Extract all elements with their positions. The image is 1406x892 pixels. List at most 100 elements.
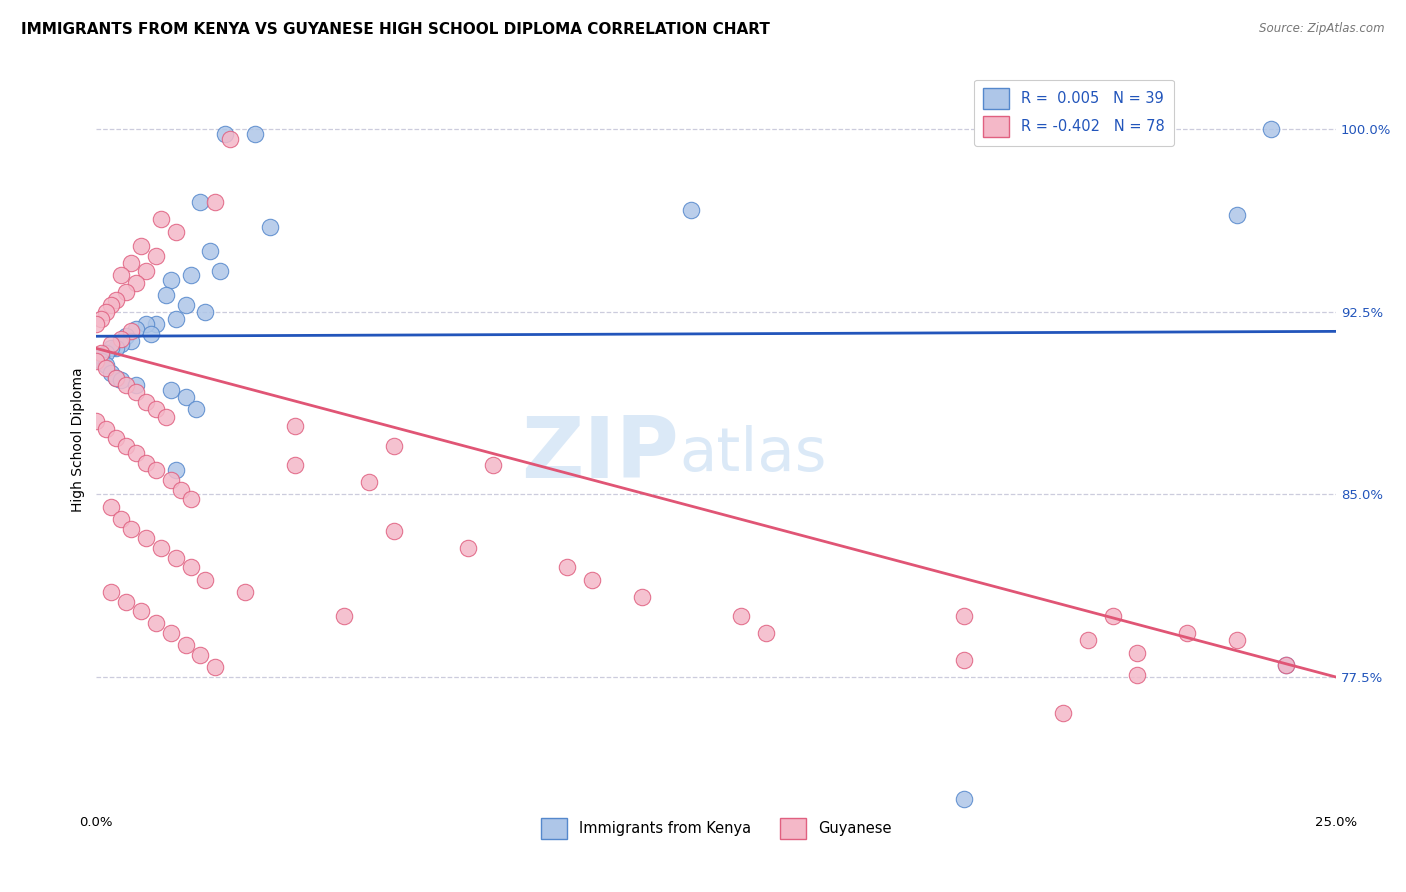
- Point: [96, 422, 118, 436]
- Point: [243, 127, 266, 141]
- Point: [630, 590, 652, 604]
- Point: [1175, 626, 1198, 640]
- Legend: Immigrants from Kenya, Guyanese: Immigrants from Kenya, Guyanese: [534, 812, 897, 845]
- Point: [1226, 633, 1249, 648]
- Point: [165, 463, 187, 477]
- Point: [135, 531, 157, 545]
- Point: [120, 256, 142, 270]
- Point: [100, 500, 122, 514]
- Point: [129, 239, 152, 253]
- Point: [190, 648, 212, 662]
- Point: [681, 202, 703, 217]
- Point: [953, 609, 976, 624]
- Point: [100, 297, 122, 311]
- Point: [139, 326, 162, 341]
- Point: [149, 212, 172, 227]
- Point: [1077, 633, 1099, 648]
- Point: [159, 626, 181, 640]
- Point: [204, 660, 226, 674]
- Point: [145, 402, 167, 417]
- Point: [194, 305, 217, 319]
- Point: [86, 353, 108, 368]
- Point: [755, 626, 778, 640]
- Point: [194, 573, 217, 587]
- Point: [1275, 657, 1298, 672]
- Point: [90, 353, 112, 368]
- Point: [120, 324, 142, 338]
- Point: [115, 329, 138, 343]
- Point: [135, 395, 157, 409]
- Point: [165, 550, 187, 565]
- Point: [115, 378, 138, 392]
- Point: [90, 346, 112, 360]
- Text: IMMIGRANTS FROM KENYA VS GUYANESE HIGH SCHOOL DIPLOMA CORRELATION CHART: IMMIGRANTS FROM KENYA VS GUYANESE HIGH S…: [21, 22, 770, 37]
- Text: Source: ZipAtlas.com: Source: ZipAtlas.com: [1260, 22, 1385, 36]
- Point: [105, 342, 128, 356]
- Point: [135, 317, 157, 331]
- Point: [174, 638, 197, 652]
- Point: [110, 332, 132, 346]
- Point: [382, 439, 405, 453]
- Point: [105, 370, 128, 384]
- Point: [159, 273, 181, 287]
- Point: [457, 541, 479, 555]
- Y-axis label: High School Diploma: High School Diploma: [72, 368, 86, 512]
- Point: [1260, 122, 1282, 136]
- Point: [125, 446, 148, 460]
- Point: [110, 268, 132, 283]
- Point: [125, 322, 148, 336]
- Point: [184, 402, 207, 417]
- Point: [96, 346, 118, 360]
- Point: [284, 458, 307, 473]
- Point: [86, 414, 108, 428]
- Point: [110, 512, 132, 526]
- Point: [209, 263, 232, 277]
- Point: [333, 609, 356, 624]
- Point: [120, 334, 142, 348]
- Point: [149, 541, 172, 555]
- Text: ZIP: ZIP: [522, 413, 679, 496]
- Point: [165, 225, 187, 239]
- Point: [120, 522, 142, 536]
- Point: [581, 573, 603, 587]
- Point: [155, 409, 177, 424]
- Point: [115, 594, 138, 608]
- Point: [190, 195, 212, 210]
- Point: [100, 336, 122, 351]
- Point: [100, 584, 122, 599]
- Point: [174, 297, 197, 311]
- Point: [169, 483, 191, 497]
- Point: [105, 432, 128, 446]
- Point: [180, 268, 202, 283]
- Point: [219, 132, 242, 146]
- Point: [159, 383, 181, 397]
- Point: [953, 653, 976, 667]
- Point: [135, 456, 157, 470]
- Point: [145, 249, 167, 263]
- Point: [105, 293, 128, 307]
- Point: [174, 390, 197, 404]
- Point: [125, 276, 148, 290]
- Point: [214, 127, 236, 141]
- Point: [1126, 667, 1149, 681]
- Text: atlas: atlas: [679, 425, 827, 484]
- Point: [165, 312, 187, 326]
- Point: [90, 312, 112, 326]
- Point: [953, 791, 976, 805]
- Point: [1052, 706, 1074, 721]
- Point: [159, 473, 181, 487]
- Point: [96, 359, 118, 373]
- Point: [145, 616, 167, 631]
- Point: [129, 604, 152, 618]
- Point: [1126, 646, 1149, 660]
- Point: [730, 609, 752, 624]
- Point: [1275, 657, 1298, 672]
- Point: [233, 584, 256, 599]
- Point: [357, 475, 380, 490]
- Point: [110, 373, 132, 387]
- Point: [105, 370, 128, 384]
- Point: [557, 560, 579, 574]
- Point: [86, 317, 108, 331]
- Point: [180, 560, 202, 574]
- Point: [204, 195, 226, 210]
